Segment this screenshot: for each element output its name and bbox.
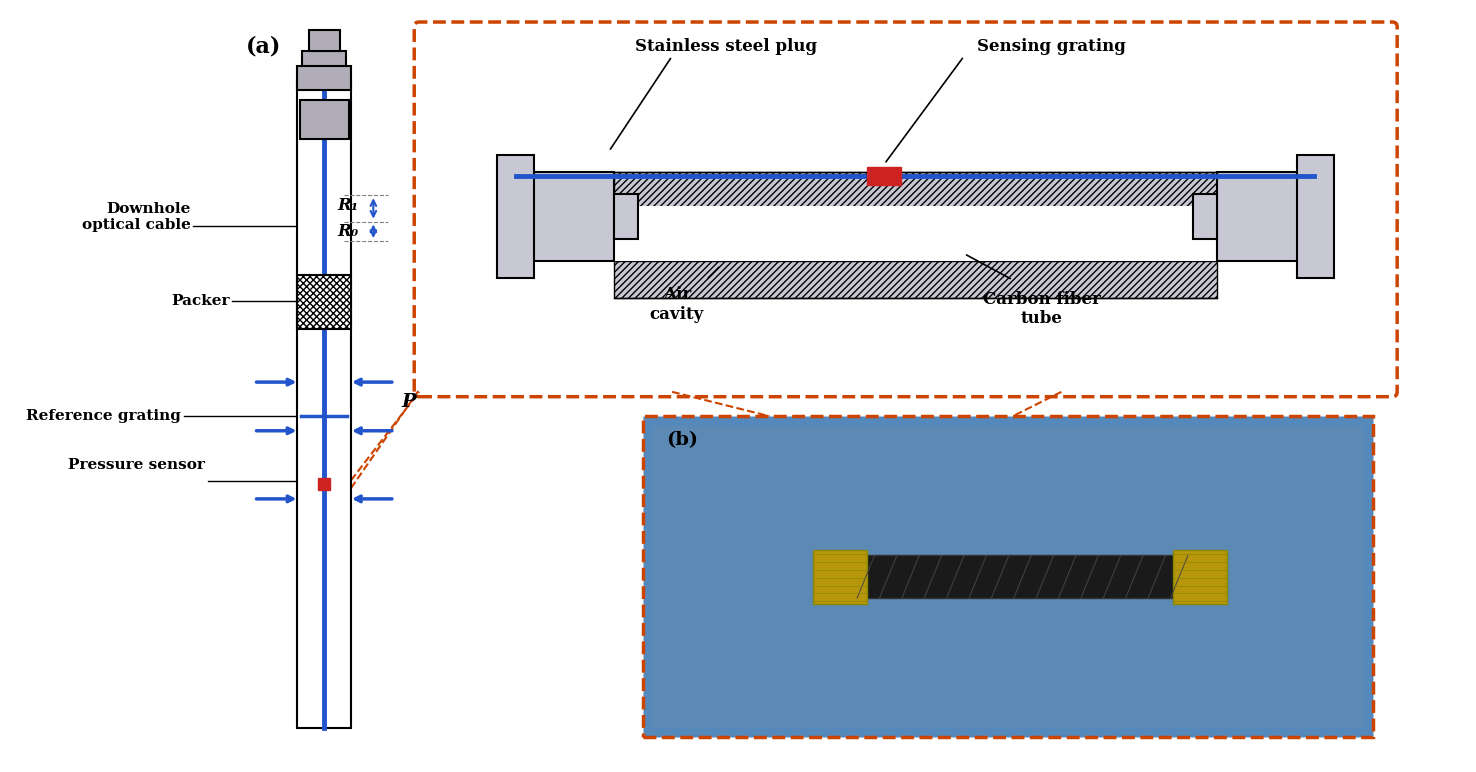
Bar (1193, 195, 1218, 239)
Bar (531, 172, 614, 262)
Bar (298, 275, 351, 329)
Bar (1297, 155, 1334, 278)
Text: Packer: Packer (171, 294, 229, 308)
Bar (644, 416, 1373, 737)
FancyBboxPatch shape (415, 22, 1398, 397)
Bar (303, 51, 345, 80)
Text: Sensing grating: Sensing grating (977, 38, 1126, 55)
Text: R₁: R₁ (338, 197, 359, 214)
Bar (1218, 172, 1300, 262)
Text: Pressure sensor: Pressure sensor (68, 458, 205, 472)
Bar (614, 195, 638, 239)
Bar (614, 172, 1218, 209)
Text: P: P (401, 393, 416, 411)
Text: (a): (a) (245, 36, 280, 57)
Text: Air
cavity: Air cavity (649, 286, 704, 323)
Text: Downhole
optical cable: Downhole optical cable (81, 201, 190, 232)
Bar (614, 206, 1218, 262)
Bar (1173, 550, 1227, 604)
Text: Stainless steel plug: Stainless steel plug (635, 38, 816, 55)
Bar (319, 479, 331, 490)
Bar (813, 550, 866, 604)
Text: (b): (b) (666, 432, 698, 449)
Bar (858, 555, 1184, 598)
Text: Carbon fiber
tube: Carbon fiber tube (983, 291, 1101, 327)
Bar (308, 30, 339, 51)
Bar (652, 426, 1364, 727)
Text: Reference grating: Reference grating (25, 409, 180, 423)
Bar (298, 80, 351, 727)
Bar (497, 155, 534, 278)
Text: R₀: R₀ (338, 223, 359, 240)
Bar (866, 167, 900, 185)
Bar (300, 100, 348, 139)
Bar (298, 66, 351, 90)
Bar (614, 262, 1218, 299)
